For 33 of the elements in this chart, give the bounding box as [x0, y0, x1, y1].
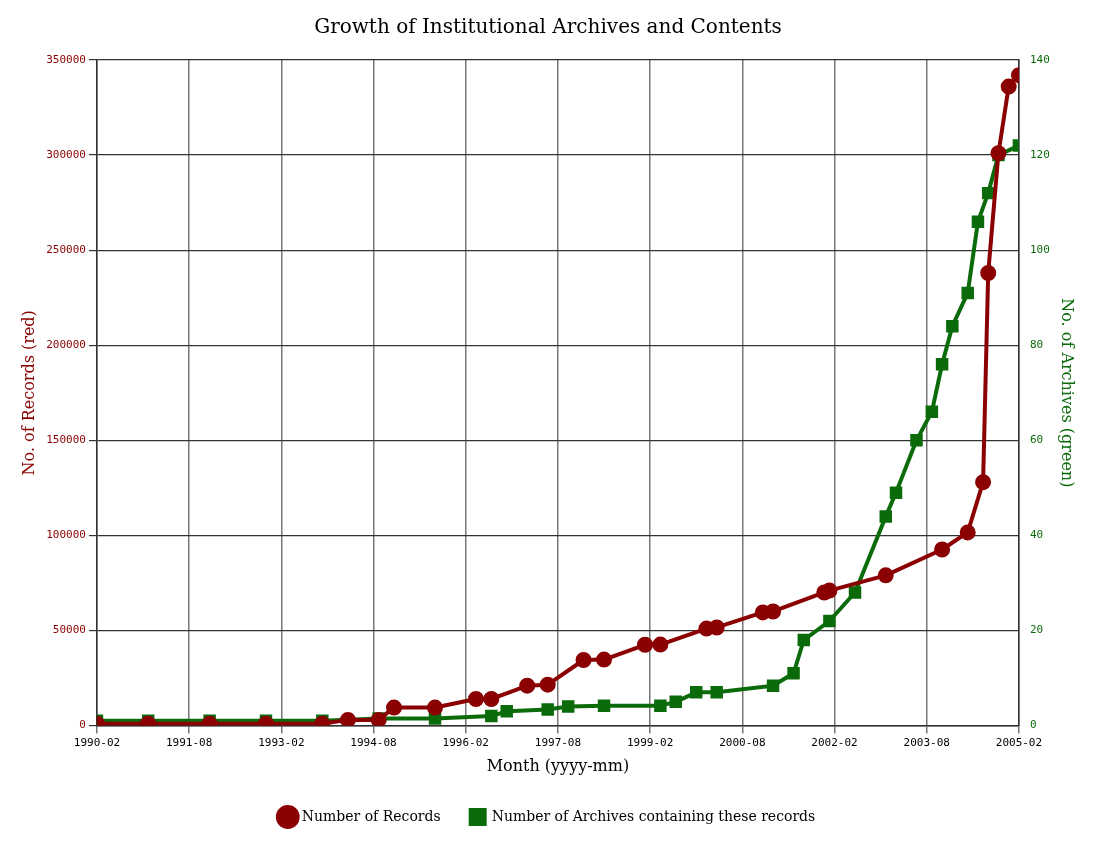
y2-axis-title: No. of Archives (green) [1058, 298, 1078, 488]
x-tick-label: 2002-02 [811, 736, 858, 750]
y2-tick-label: 20 [1029, 623, 1044, 637]
x-tick-label: 1996-02 [442, 736, 489, 750]
y2-tick-label: 100 [1029, 243, 1050, 257]
x-tick-label: 1991-08 [165, 736, 213, 750]
chart-title: Growth of Institutional Archives and Contents [314, 14, 782, 39]
y2-tick-label: 0 [1029, 718, 1037, 732]
x-tick-label: 1999-02 [626, 736, 674, 750]
y-tick-label: 300000 [46, 147, 86, 161]
y2-tick-label: 140 [1029, 52, 1050, 66]
x-tick-label: 2003-08 [903, 736, 950, 750]
x-tick-label: 1997-08 [534, 736, 582, 750]
y2-tick-label: 120 [1029, 147, 1050, 161]
y2-tick-label: 40 [1029, 528, 1044, 542]
x-axis-title: Month (yyyy-mm) [486, 755, 630, 775]
y-tick-label: 350000 [46, 52, 86, 66]
x-tick-label: 1990-02 [73, 736, 121, 750]
x-tick-label: 1993-02 [258, 736, 305, 750]
x-tick-label: 2005-02 [995, 736, 1043, 750]
y-tick-label: 50000 [52, 623, 86, 637]
x-tick-label: 1994-08 [350, 736, 397, 750]
y-tick-label: 200000 [46, 338, 86, 352]
y-tick-label: 150000 [46, 433, 86, 447]
y-tick-label: 250000 [46, 243, 86, 257]
legend-label: Number of Records [301, 807, 441, 824]
x-tick-label: 2000-08 [719, 736, 766, 750]
legend-label: Number of Archives containing these records [491, 807, 816, 824]
y-tick-label: 0 [79, 718, 86, 732]
y2-tick-label: 80 [1029, 338, 1044, 352]
y-axis-title: No. of Records (red) [18, 310, 38, 476]
y2-tick-label: 60 [1029, 433, 1044, 447]
y-tick-label: 100000 [46, 528, 86, 542]
